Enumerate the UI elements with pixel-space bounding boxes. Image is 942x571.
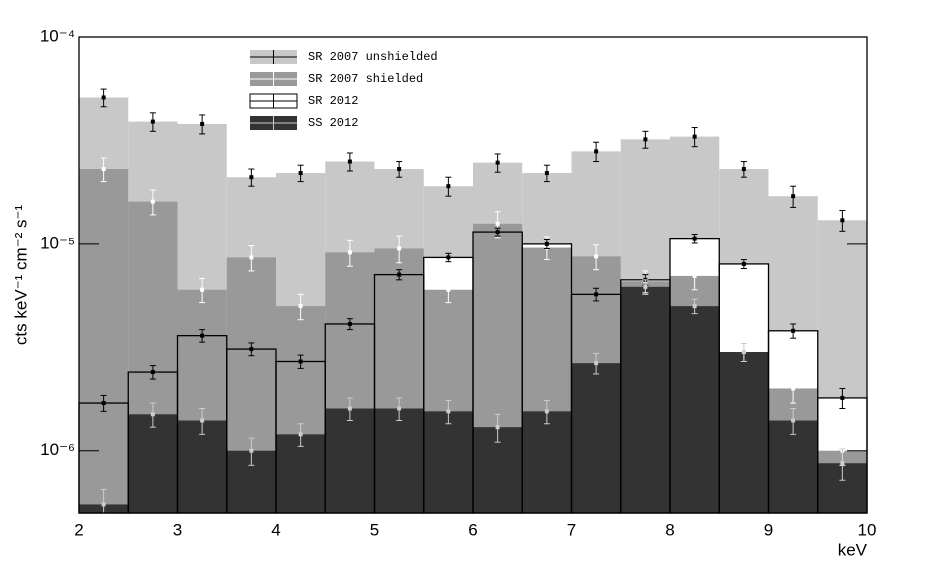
point: [101, 401, 106, 406]
point: [397, 246, 402, 251]
point: [200, 418, 205, 423]
point: [643, 137, 648, 142]
bar: [325, 408, 375, 513]
point: [101, 502, 106, 507]
point: [791, 328, 796, 333]
point: [200, 333, 205, 338]
point: [249, 448, 254, 453]
legend-label: SR 2007 unshielded: [308, 50, 438, 64]
point: [544, 241, 549, 246]
point: [446, 255, 451, 260]
point: [791, 418, 796, 423]
point: [495, 160, 500, 165]
point: [397, 272, 402, 277]
point: [594, 149, 599, 154]
legend-label: SR 2012: [308, 94, 358, 108]
point: [791, 194, 796, 199]
point: [150, 370, 155, 375]
bar: [79, 169, 129, 513]
point: [791, 386, 796, 391]
bar: [670, 306, 720, 513]
bar: [620, 286, 670, 513]
point: [840, 395, 845, 400]
x-tick-label: 4: [271, 520, 280, 539]
point: [150, 119, 155, 124]
point: [495, 425, 500, 430]
point: [741, 167, 746, 172]
point: [643, 284, 648, 289]
point: [101, 95, 106, 100]
y-tick-label: 10⁻⁵: [40, 233, 75, 252]
legend-label: SR 2007 shielded: [308, 72, 423, 86]
bar: [177, 420, 227, 513]
y-tick-label: 10⁻⁶: [40, 440, 75, 459]
x-axis-label: keV: [838, 540, 868, 559]
point: [692, 304, 697, 309]
point: [397, 406, 402, 411]
bar: [374, 408, 424, 513]
point: [495, 230, 500, 235]
point: [446, 409, 451, 414]
point: [692, 273, 697, 278]
point: [150, 199, 155, 204]
y-axis-label: cts keV⁻¹ cm⁻² s⁻¹: [11, 205, 30, 346]
point: [397, 167, 402, 172]
x-tick-label: 8: [665, 520, 674, 539]
bar: [571, 363, 621, 513]
bar: [768, 420, 818, 513]
point: [741, 350, 746, 355]
point: [594, 361, 599, 366]
point: [101, 167, 106, 172]
x-tick-label: 6: [468, 520, 477, 539]
point: [495, 221, 500, 226]
point: [347, 321, 352, 326]
point: [200, 121, 205, 126]
point: [544, 171, 549, 176]
bar: [128, 414, 178, 513]
point: [150, 412, 155, 417]
x-tick-label: 7: [567, 520, 576, 539]
point: [544, 409, 549, 414]
point: [446, 287, 451, 292]
bar: [719, 352, 769, 513]
point: [298, 359, 303, 364]
point: [840, 461, 845, 466]
x-tick-label: 5: [370, 520, 379, 539]
point: [594, 254, 599, 259]
bar: [522, 411, 572, 513]
legend-label: SS 2012: [308, 116, 358, 130]
point: [298, 432, 303, 437]
bar: [423, 411, 473, 513]
point: [692, 236, 697, 241]
x-tick-label: 9: [764, 520, 773, 539]
point: [692, 134, 697, 139]
point: [594, 292, 599, 297]
point: [249, 255, 254, 260]
y-tick-label: 10⁻⁴: [40, 26, 75, 45]
bar: [276, 434, 326, 513]
point: [347, 406, 352, 411]
point: [347, 250, 352, 255]
x-tick-label: 3: [173, 520, 182, 539]
point: [347, 159, 352, 164]
point: [446, 184, 451, 189]
point: [840, 218, 845, 223]
point: [298, 304, 303, 309]
x-tick-label: 10: [858, 520, 877, 539]
point: [249, 347, 254, 352]
point: [200, 287, 205, 292]
x-tick-label: 2: [74, 520, 83, 539]
point: [298, 171, 303, 176]
point: [741, 261, 746, 266]
point: [249, 175, 254, 180]
